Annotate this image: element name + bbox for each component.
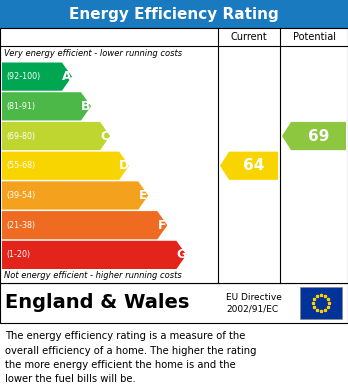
Text: 64: 64	[243, 158, 264, 173]
Text: (39-54): (39-54)	[6, 191, 35, 200]
Text: Very energy efficient - lower running costs: Very energy efficient - lower running co…	[4, 49, 182, 58]
Bar	[0, 323, 348, 391]
Text: 2002/91/EC: 2002/91/EC	[226, 305, 278, 314]
Text: A: A	[62, 70, 72, 83]
Text: D: D	[119, 159, 129, 172]
Text: (55-68): (55-68)	[6, 161, 35, 170]
Text: the more energy efficient the home is and the: the more energy efficient the home is an…	[5, 360, 236, 370]
Polygon shape	[220, 152, 278, 180]
Text: overall efficiency of a home. The higher the rating: overall efficiency of a home. The higher…	[5, 346, 256, 355]
Bar	[0, 28, 348, 283]
Text: (92-100): (92-100)	[6, 72, 40, 81]
Bar	[300, 287, 342, 319]
Text: (1-20): (1-20)	[6, 250, 30, 259]
Polygon shape	[2, 63, 72, 91]
Text: Energy Efficiency Rating: Energy Efficiency Rating	[69, 7, 279, 22]
Text: (21-38): (21-38)	[6, 221, 35, 230]
Text: (81-91): (81-91)	[6, 102, 35, 111]
Text: 69: 69	[308, 129, 329, 143]
Text: EU Directive: EU Directive	[226, 294, 282, 303]
Polygon shape	[282, 122, 346, 150]
Bar	[0, 283, 348, 323]
Text: C: C	[101, 129, 110, 143]
Text: (69-80): (69-80)	[6, 131, 35, 140]
Text: E: E	[139, 189, 148, 202]
Text: The energy efficiency rating is a measure of the: The energy efficiency rating is a measur…	[5, 331, 245, 341]
Bar	[0, 0, 348, 28]
Polygon shape	[2, 181, 148, 210]
Text: F: F	[158, 219, 167, 232]
Polygon shape	[2, 122, 110, 150]
Polygon shape	[2, 92, 91, 120]
Text: G: G	[176, 248, 187, 262]
Text: England & Wales: England & Wales	[5, 294, 189, 312]
Text: Not energy efficient - higher running costs: Not energy efficient - higher running co…	[4, 271, 182, 280]
Polygon shape	[2, 152, 129, 180]
Text: B: B	[81, 100, 91, 113]
Polygon shape	[2, 241, 187, 269]
Text: lower the fuel bills will be.: lower the fuel bills will be.	[5, 375, 136, 384]
Polygon shape	[2, 211, 167, 239]
Text: Potential: Potential	[293, 32, 335, 42]
Text: Current: Current	[231, 32, 267, 42]
